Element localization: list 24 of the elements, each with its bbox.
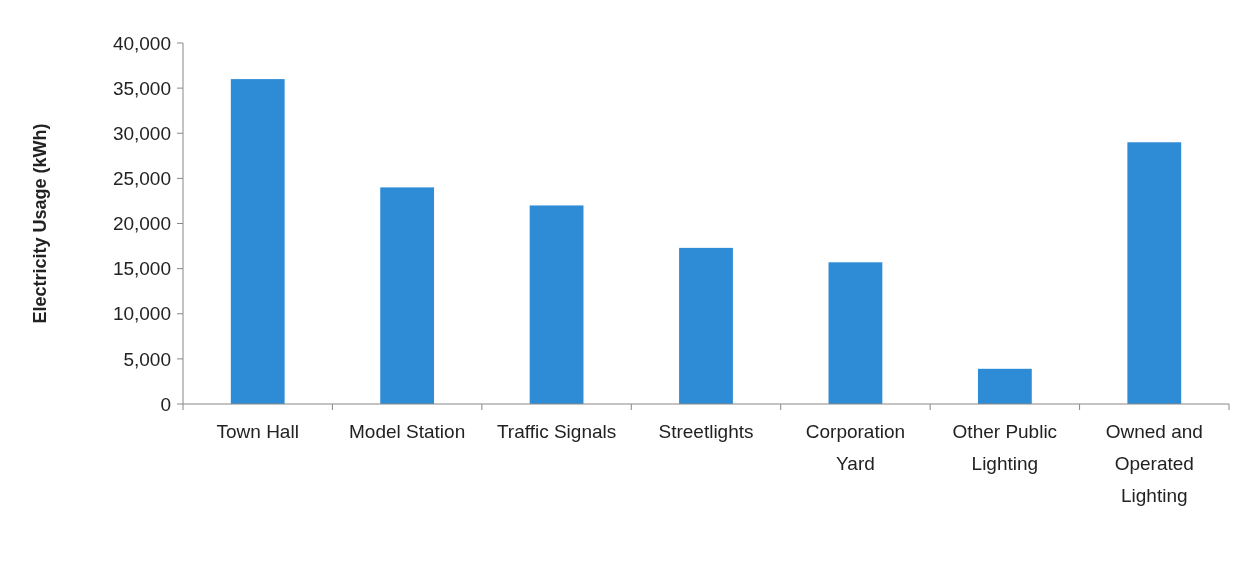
y-tick-label: 40,000 (112, 32, 171, 54)
y-tick-label: 20,000 (112, 213, 171, 235)
y-tick-label: 35,000 (112, 77, 171, 99)
bar (230, 79, 285, 404)
y-tick-label: 5,000 (123, 348, 171, 370)
bar (977, 368, 1032, 404)
y-axis-title: Electricity Usage (kWh) (30, 123, 50, 324)
bar (529, 205, 584, 404)
bar (380, 187, 435, 404)
y-tick-label: 25,000 (112, 168, 171, 190)
x-tick-label: Town Hall (216, 421, 299, 442)
bar (828, 262, 883, 404)
x-tick-label: Corporation Yard (805, 421, 906, 474)
bar (679, 247, 733, 404)
y-tick-label: 30,000 (112, 122, 171, 144)
x-tick-label: Other Public Lighting (952, 421, 1058, 474)
x-tick-label: Model Station (349, 421, 466, 442)
y-tick-label: 15,000 (112, 258, 171, 280)
x-tick-label: Traffic Signals (496, 421, 617, 442)
bar (1127, 142, 1182, 404)
x-tick-label: Streetlights (658, 421, 754, 442)
y-tick-label: 0 (160, 393, 171, 415)
y-tick-label: 10,000 (112, 303, 171, 325)
x-tick-label: Owned and Operated Lighting (1105, 421, 1203, 506)
